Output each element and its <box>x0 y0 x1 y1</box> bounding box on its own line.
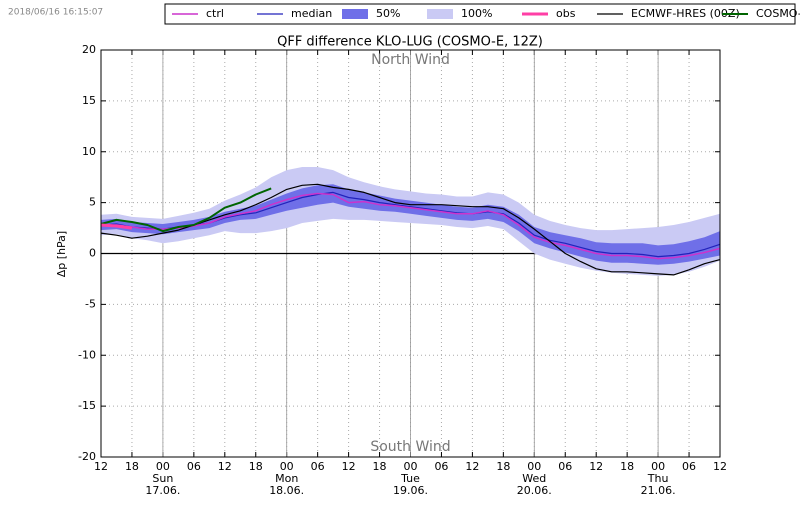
legend-label: obs <box>556 7 576 20</box>
y-tick-label: -20 <box>78 450 96 463</box>
x-tick-label: 12 <box>218 460 232 473</box>
x-tick-label: 06 <box>187 460 201 473</box>
day-date: 20.06. <box>517 484 552 497</box>
x-tick-label: 06 <box>558 460 572 473</box>
x-tick-label: 00 <box>280 460 294 473</box>
x-tick-label: 18 <box>125 460 139 473</box>
y-tick-label: -5 <box>85 297 96 310</box>
legend-label: COSMO-1 (12Z) <box>756 7 800 20</box>
x-tick-label: 18 <box>620 460 634 473</box>
x-tick-label: 00 <box>651 460 665 473</box>
legend: ctrl median 50% 100% obs ECMWF-HRES (00Z) COSM… <box>164 3 800 25</box>
x-tick-label: 00 <box>527 460 541 473</box>
series-line <box>100 187 272 233</box>
x-tick-label: 12 <box>589 460 603 473</box>
legend-label: 100% <box>461 7 492 20</box>
legend-label: median <box>291 7 332 20</box>
day-weekday: Thu <box>647 472 669 485</box>
legend-swatch <box>342 9 368 19</box>
y-axis-label: Δp [hPa] <box>55 231 68 277</box>
series-line <box>100 223 133 230</box>
annotation: South Wind <box>370 439 450 455</box>
day-weekday: Tue <box>400 472 420 485</box>
y-tick-label: 0 <box>89 247 96 260</box>
plot-frame <box>100 49 721 458</box>
legend-label: 50% <box>376 7 400 20</box>
x-tick-label: 12 <box>713 460 727 473</box>
y-tick-label: -15 <box>78 399 96 412</box>
x-tick-label: 12 <box>342 460 356 473</box>
day-weekday: Sun <box>152 472 173 485</box>
day-weekday: Mon <box>275 472 298 485</box>
legend-label: ctrl <box>206 7 224 20</box>
legend-box <box>164 3 796 25</box>
y-tick-label: 20 <box>82 43 96 56</box>
timestamp: 2018/06/16 16:15:07 <box>8 8 103 18</box>
day-date: 21.06. <box>641 484 676 497</box>
y-tick-label: 5 <box>89 196 96 209</box>
day-date: 19.06. <box>393 484 428 497</box>
annotation: North Wind <box>371 52 450 68</box>
x-tick-label: 18 <box>496 460 510 473</box>
x-tick-label: 00 <box>156 460 170 473</box>
band <box>101 184 720 265</box>
day-date: 17.06. <box>145 484 180 497</box>
y-tick-label: 10 <box>82 145 96 158</box>
y-tick-label: 15 <box>82 94 96 107</box>
series-line <box>100 192 721 260</box>
y-tick-label: -10 <box>78 348 96 361</box>
x-tick-label: 18 <box>373 460 387 473</box>
chart-title: QFF difference KLO-LUG (COSMO-E, 12Z) <box>277 35 543 50</box>
x-tick-label: 06 <box>434 460 448 473</box>
day-weekday: Wed <box>522 472 546 485</box>
x-tick-label: 06 <box>682 460 696 473</box>
x-tick-label: 18 <box>249 460 263 473</box>
x-tick-label: 12 <box>465 460 479 473</box>
day-date: 18.06. <box>269 484 304 497</box>
legend-swatch <box>427 9 453 19</box>
x-tick-label: 12 <box>94 460 108 473</box>
x-tick-label: 06 <box>311 460 325 473</box>
legend-label: ECMWF-HRES (00Z) <box>631 7 740 20</box>
series-line <box>100 183 721 276</box>
x-tick-label: 00 <box>404 460 418 473</box>
